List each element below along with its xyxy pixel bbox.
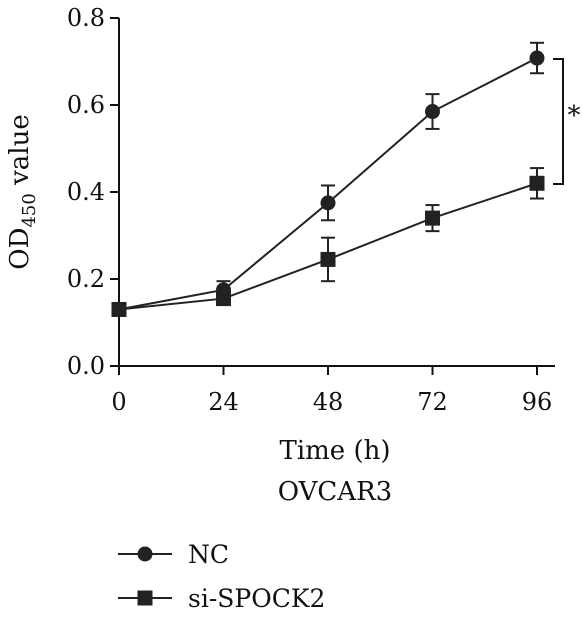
legend: NC si-SPOCK2 (118, 540, 325, 613)
x-tick-label: 0 (111, 388, 126, 416)
x-tick-label: 72 (417, 388, 448, 416)
legend-label: si-SPOCK2 (188, 584, 325, 613)
data-point-square (425, 210, 440, 226)
series-layer (111, 41, 545, 317)
chart-subtitle: OVCAR3 (278, 477, 392, 507)
x-axis-title: Time (h) (280, 436, 391, 466)
significance-bracket: * (553, 58, 581, 185)
data-point-square (529, 175, 545, 191)
legend-marker-square (137, 590, 153, 606)
data-point-circle (111, 301, 127, 317)
data-point-circle (425, 104, 440, 120)
data-point-circle (320, 195, 336, 211)
y-tick-label: 0.8 (67, 4, 105, 32)
legend-marker-circle (137, 546, 153, 562)
y-tick-label: 0.6 (67, 91, 105, 119)
data-point-square (320, 251, 336, 267)
x-tick-label: 24 (208, 388, 239, 416)
y-tick-label: 0.4 (67, 178, 105, 206)
axes (118, 18, 555, 367)
data-point-circle (529, 50, 545, 66)
y-tick-label: 0.0 (67, 352, 105, 380)
legend-item-si-SPOCK2: si-SPOCK2 (118, 584, 325, 613)
x-tick-label: 96 (522, 388, 553, 416)
series-NC (111, 41, 545, 317)
y-tick-label: 0.2 (67, 265, 105, 293)
y-axis-title-rest: value (5, 114, 35, 193)
y-axis-title: OD450 value (5, 114, 40, 269)
significance-star: * (568, 101, 581, 131)
y-axis-title-main: OD (5, 228, 35, 270)
legend-item-NC: NC (118, 540, 229, 569)
y-ticks: 0.0 0.2 0.4 0.6 0.8 (67, 4, 119, 380)
x-tick-label: 48 (313, 388, 344, 416)
data-point-circle (216, 282, 231, 298)
y-axis-title-subscript: 450 (19, 193, 40, 227)
x-ticks: 0 24 48 72 96 (111, 366, 552, 416)
significance-bracket-line (553, 58, 564, 185)
legend-label: NC (188, 540, 229, 569)
